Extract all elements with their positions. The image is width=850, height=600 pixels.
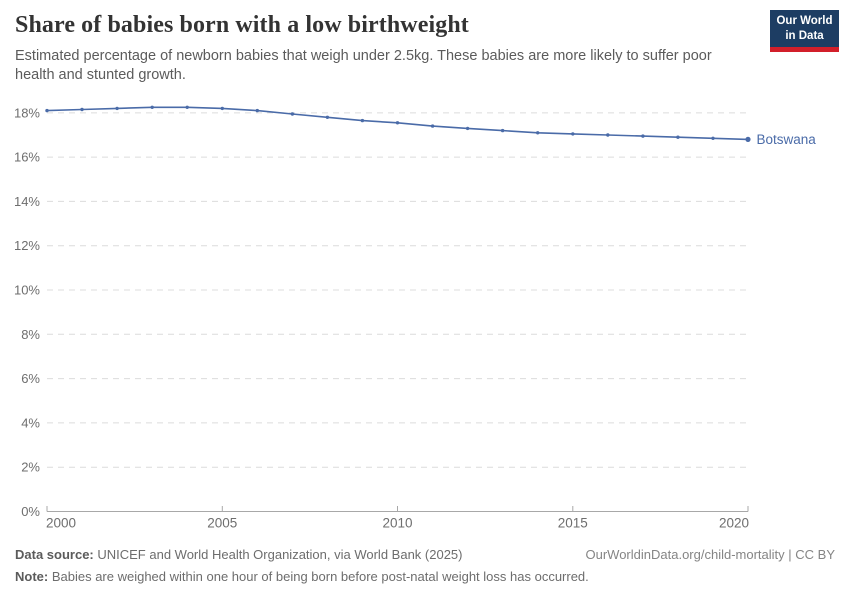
- data-point[interactable]: [150, 105, 154, 110]
- y-axis-label: 8%: [21, 327, 40, 342]
- data-point[interactable]: [606, 133, 610, 137]
- chart-footer: Data source: UNICEF and World Health Org…: [15, 547, 835, 562]
- x-axis-label: 2020: [719, 516, 749, 531]
- data-point[interactable]: [115, 106, 119, 111]
- data-point[interactable]: [465, 126, 470, 131]
- data-point[interactable]: [500, 128, 505, 133]
- owid-logo[interactable]: Our World in Data: [770, 10, 839, 52]
- page-title: Share of babies born with a low birthwei…: [15, 12, 469, 38]
- data-point[interactable]: [745, 136, 751, 142]
- y-axis-label: 18%: [14, 105, 40, 120]
- data-point[interactable]: [676, 135, 680, 139]
- footer-data-source: Data source: UNICEF and World Health Org…: [15, 547, 463, 562]
- y-axis-label: 0%: [21, 504, 40, 519]
- footer-link[interactable]: OurWorldinData.org/child-mortality | CC …: [585, 547, 836, 562]
- data-point[interactable]: [430, 124, 435, 128]
- footer-note: Note: Babies are weighed within one hour…: [15, 569, 835, 584]
- data-source-label: Data source:: [15, 547, 94, 562]
- x-axis-label: 2010: [382, 516, 412, 531]
- data-point[interactable]: [536, 131, 540, 135]
- y-axis-label: 12%: [14, 238, 40, 253]
- data-point[interactable]: [360, 118, 365, 123]
- owid-logo-line2: in Data: [785, 29, 824, 42]
- x-axis-label: 2005: [207, 516, 237, 531]
- y-axis-label: 2%: [21, 460, 40, 475]
- owid-logo-line1: Our World: [776, 15, 833, 28]
- note-label: Note:: [15, 569, 49, 584]
- y-axis-label: 4%: [21, 415, 40, 430]
- data-point[interactable]: [325, 115, 330, 120]
- data-source-text: UNICEF and World Health Organization, vi…: [93, 547, 463, 562]
- data-point[interactable]: [255, 108, 259, 113]
- note-text: Babies are weighed within one hour of be…: [48, 569, 589, 584]
- chart-header: Share of babies born with a low birthwei…: [15, 12, 760, 84]
- data-point[interactable]: [641, 134, 645, 138]
- data-point[interactable]: [45, 108, 49, 113]
- y-axis-label: 16%: [14, 150, 40, 165]
- x-axis-label: 2000: [46, 516, 76, 531]
- x-axis-label: 2015: [558, 516, 588, 531]
- data-point[interactable]: [185, 105, 189, 110]
- y-axis-label: 10%: [14, 283, 40, 298]
- data-point[interactable]: [80, 107, 84, 112]
- data-point[interactable]: [395, 121, 400, 125]
- data-point[interactable]: [220, 106, 224, 111]
- y-axis-label: 14%: [14, 194, 40, 209]
- chart-subtitle: Estimated percentage of newborn babies t…: [15, 48, 712, 83]
- data-point[interactable]: [711, 136, 715, 140]
- data-point[interactable]: [290, 112, 295, 116]
- data-point[interactable]: [571, 132, 575, 136]
- y-axis-label: 6%: [21, 371, 40, 386]
- series-label-botswana[interactable]: Botswana: [757, 132, 817, 147]
